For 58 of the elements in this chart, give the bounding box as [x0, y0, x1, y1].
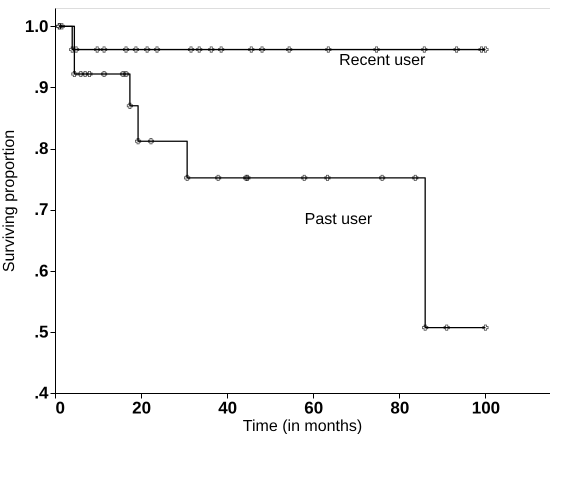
point [379, 174, 386, 181]
x-tick-label: 80 [390, 398, 410, 418]
point [71, 70, 78, 78]
y-tick-label: .7 [34, 200, 48, 220]
point [78, 70, 84, 78]
point [482, 46, 488, 53]
point [154, 46, 160, 53]
point [258, 46, 266, 53]
point [188, 46, 194, 53]
point [135, 138, 142, 144]
point [82, 70, 88, 78]
point [126, 102, 133, 109]
x-axis-title: Time (in months) [242, 418, 362, 435]
point [324, 174, 331, 181]
x-tick-label: 20 [132, 398, 152, 418]
y-tick-label: .6 [34, 261, 48, 280]
point [286, 46, 292, 53]
point [301, 174, 308, 181]
y-axis-title: Surviving proportion [0, 130, 18, 272]
point [94, 46, 100, 53]
point [208, 46, 214, 53]
point [454, 46, 460, 53]
point [122, 46, 130, 53]
y-tick-label: .9 [34, 78, 48, 97]
point [478, 46, 485, 53]
point [69, 46, 76, 53]
point [482, 324, 488, 331]
y-tick-label: .8 [34, 139, 48, 158]
point [120, 70, 126, 78]
point [248, 46, 254, 53]
point [373, 46, 380, 53]
x-tick-label: 60 [304, 398, 324, 418]
y-tick-label: 1.0 [24, 16, 48, 36]
series-label: Past user [304, 210, 373, 228]
point [196, 46, 202, 53]
point [122, 70, 130, 78]
point [58, 23, 65, 30]
series-label: Recent user [339, 52, 426, 69]
point [218, 46, 224, 53]
point [101, 46, 108, 53]
point [215, 174, 222, 181]
point [86, 70, 92, 78]
point [101, 70, 108, 78]
point [412, 174, 418, 181]
point [184, 174, 190, 181]
point [148, 138, 154, 144]
x-tick-label: 40 [218, 398, 238, 418]
x-tick-label: 0 [56, 398, 65, 418]
point [444, 324, 450, 331]
point [325, 46, 332, 53]
point [144, 46, 150, 53]
point [132, 46, 139, 53]
point [73, 46, 80, 53]
y-tick-label: .5 [34, 322, 48, 342]
x-tick-label: 100 [472, 398, 500, 418]
point [421, 46, 428, 53]
y-tick-label: .4 [34, 384, 50, 402]
point [422, 324, 428, 331]
